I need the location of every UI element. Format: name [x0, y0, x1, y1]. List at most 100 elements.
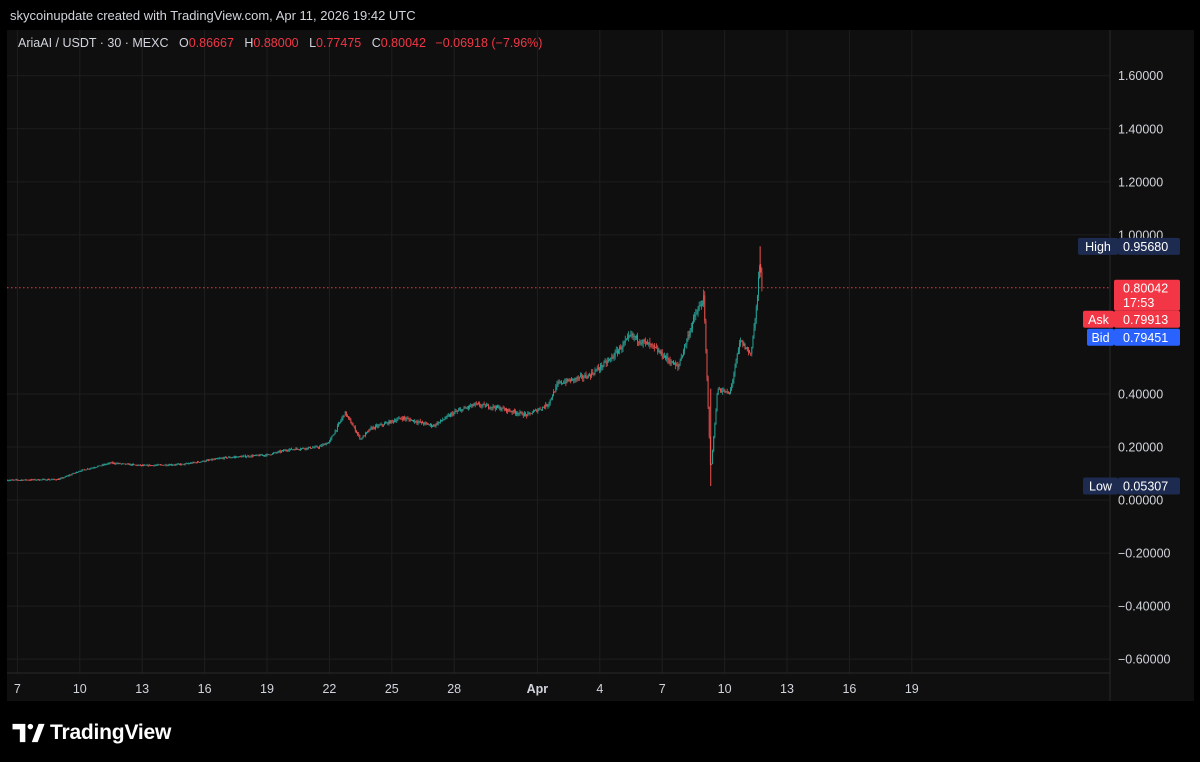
candle-body: [358, 433, 360, 436]
countdown-text: 17:53: [1123, 296, 1154, 310]
candle-body: [392, 420, 394, 422]
candle-body: [512, 410, 514, 413]
candle-body: [131, 464, 133, 466]
candle-body: [109, 462, 111, 464]
candle-body: [156, 464, 158, 466]
candle-body: [550, 398, 552, 400]
candle-body: [135, 464, 137, 466]
candle-body: [475, 403, 477, 405]
candle-body: [517, 413, 519, 415]
symbol-label[interactable]: AriaAI / USDT · 30 · MEXC: [18, 36, 169, 50]
candle-body: [662, 356, 664, 358]
candle-body: [515, 411, 516, 414]
candle-body: [385, 423, 387, 424]
candle-body: [327, 442, 329, 444]
candle-body: [293, 449, 295, 451]
high-label-tag-bg: [1078, 237, 1118, 255]
high-key: H: [244, 36, 254, 50]
candle-body: [280, 450, 282, 453]
candle-body: [457, 410, 459, 412]
candle-body: [347, 415, 348, 417]
candle-body: [480, 405, 482, 407]
candle-body: [110, 462, 112, 464]
candle-body: [344, 411, 346, 416]
high-label-tag: High: [1078, 237, 1118, 255]
candle-body: [706, 350, 708, 379]
candle-body: [436, 423, 438, 425]
candle-body: [525, 413, 527, 415]
candle-body: [289, 448, 291, 450]
candle-body: [445, 416, 447, 419]
candle-body: [303, 448, 305, 449]
candle-body: [248, 455, 250, 457]
price-chart[interactable]: 1.800001.600001.400001.200001.000000.400…: [7, 30, 1194, 701]
bid-label-tag-bg: [1087, 328, 1114, 346]
candle-body: [536, 409, 538, 412]
candle-body: [227, 457, 229, 459]
candle-body: [607, 360, 609, 362]
candle-body: [559, 381, 561, 383]
candle-body: [173, 464, 175, 466]
candle-body: [718, 389, 720, 391]
candle-body: [55, 479, 57, 481]
candle-body: [565, 381, 567, 383]
candle-body: [526, 414, 528, 416]
candle-body: [339, 422, 341, 424]
candle-body: [681, 355, 683, 358]
candle-body: [423, 423, 425, 425]
candle-body: [137, 465, 139, 466]
candle-body: [67, 475, 68, 477]
candle-body: [124, 463, 126, 465]
candle-body: [728, 393, 730, 394]
candle-body: [587, 374, 589, 379]
candle-body: [469, 406, 471, 407]
candle-body: [198, 461, 199, 463]
candle-body: [488, 404, 490, 408]
candle-body: [159, 464, 161, 466]
candle-body: [366, 432, 367, 434]
candle-body: [404, 417, 406, 419]
candle-body: [360, 438, 362, 440]
candle-body: [19, 480, 21, 481]
candle-body: [373, 427, 375, 429]
chart-panel[interactable]: 1.800001.600001.400001.200001.000000.400…: [7, 30, 1194, 701]
candle-body: [180, 464, 182, 465]
candle-body: [670, 362, 672, 364]
candle-body: [740, 340, 742, 343]
candle-body: [202, 460, 204, 462]
candle-body: [447, 415, 449, 417]
candle-body: [611, 356, 613, 359]
candle-body: [27, 479, 29, 481]
candle-body: [317, 447, 319, 449]
candle-body: [28, 480, 30, 481]
candle-body: [101, 464, 103, 466]
candle-body: [61, 477, 63, 479]
candle-body: [205, 460, 207, 462]
candle-body: [683, 350, 684, 356]
candle-body: [252, 455, 254, 457]
low-label-tag: Low: [1083, 477, 1118, 495]
candle-body: [176, 464, 178, 465]
ask-value-text: 0.79913: [1123, 313, 1168, 327]
candle-body: [90, 468, 92, 469]
candle-body: [23, 479, 25, 481]
candle-body: [42, 479, 44, 481]
candle-body: [655, 346, 656, 348]
candle-body: [369, 428, 371, 432]
candle-body: [146, 464, 148, 466]
candle-body: [653, 345, 655, 347]
candle-body: [415, 420, 417, 423]
candle-body: [161, 464, 163, 466]
candle-body: [164, 464, 166, 466]
x-tick-label: 10: [718, 682, 732, 696]
tradingview-logo[interactable]: TradingView: [12, 720, 171, 746]
candle-body: [377, 425, 379, 427]
candle-body: [726, 391, 728, 393]
candle-body: [484, 404, 486, 407]
candle-body: [222, 457, 224, 459]
candle-body: [158, 464, 160, 466]
candle-body: [690, 328, 692, 331]
candle-body: [295, 448, 297, 450]
candle-body: [388, 421, 390, 425]
candle-body: [240, 456, 242, 458]
